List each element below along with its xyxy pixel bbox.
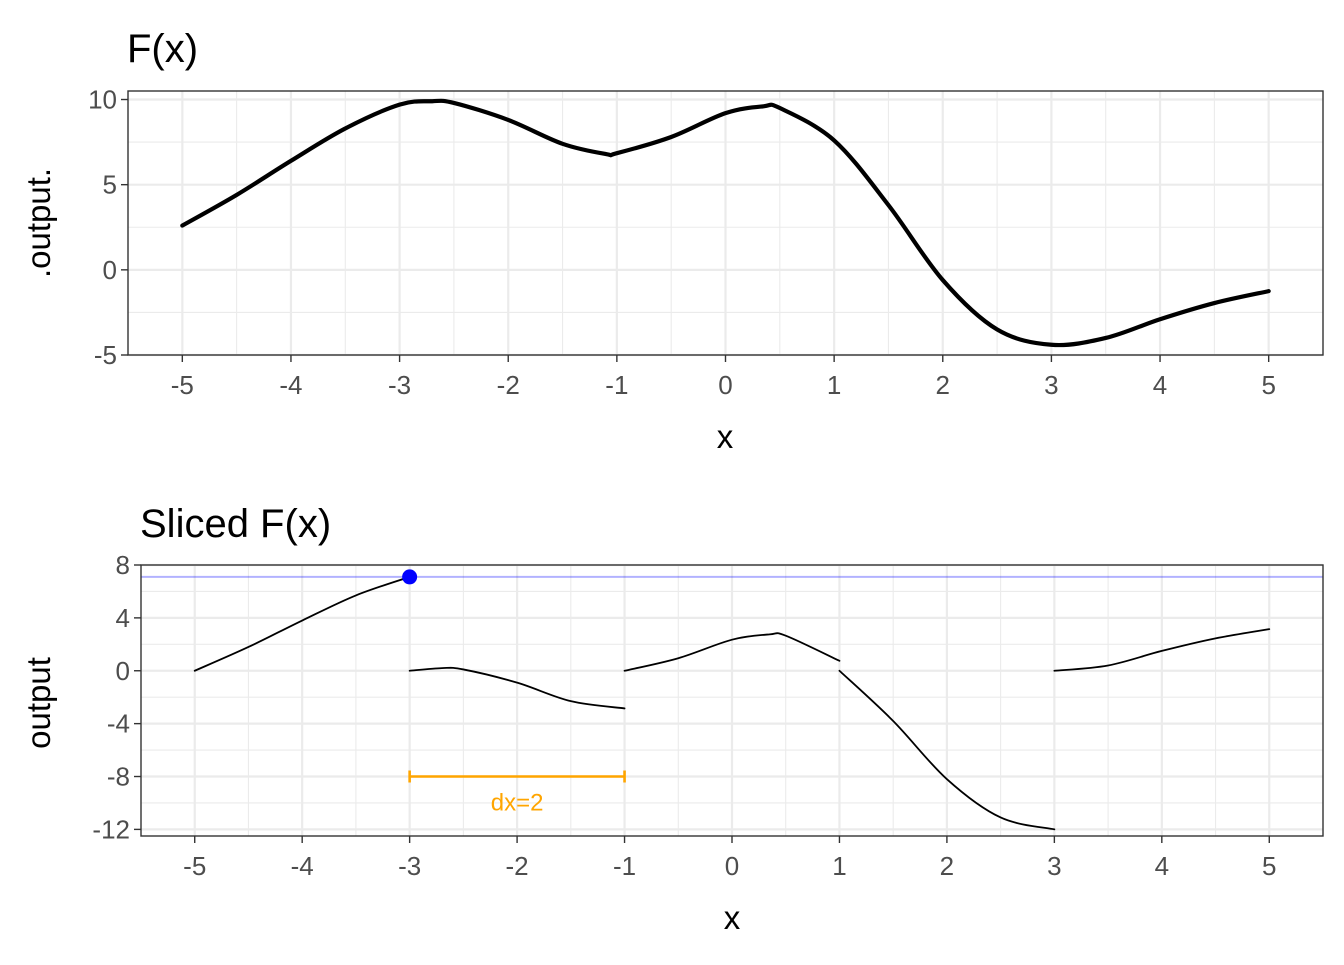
y-tick-label: 10	[88, 85, 117, 115]
grid	[128, 91, 1323, 357]
x-tick-label: -3	[388, 370, 411, 400]
x-tick-label: 5	[1262, 851, 1276, 881]
series-line-4	[838, 669, 1056, 831]
x-tick-label: 0	[725, 851, 739, 881]
x-tick-label: 3	[1047, 851, 1061, 881]
series-line-2	[408, 666, 626, 710]
highlight-point	[402, 569, 418, 585]
chart-panel-sliced-fx: Sliced F(x) dx=2 -5 -4 -3 -2 -1 0 1 2 3 4 5 -12-8-…	[20, 502, 1324, 936]
series-layer	[180, 98, 1271, 348]
x-tick-label: -5	[171, 370, 194, 400]
x-tick-label: -1	[605, 370, 628, 400]
y-axis: -12 -8 -4 0 4 8	[92, 550, 141, 844]
chart-title: F(x)	[127, 27, 198, 71]
y-tick-label: 8	[116, 550, 130, 580]
x-tick-label: 1	[832, 851, 846, 881]
chart-title: Sliced F(x)	[140, 502, 331, 546]
x-tick-label: 4	[1153, 370, 1167, 400]
y-tick-label: -8	[107, 762, 130, 792]
y-tick-label: 0	[116, 656, 130, 686]
x-tick-label: -4	[279, 370, 302, 400]
x-tick-label: -4	[291, 851, 314, 881]
x-axis-title: x	[717, 418, 734, 455]
y-tick-label: -4	[107, 709, 130, 739]
series-line-1	[193, 576, 411, 672]
x-axis: -5 -4 -3 -2 -1 0 1 2 3 4 5	[171, 355, 1276, 400]
dx-annotation-label: dx=2	[491, 790, 544, 817]
x-tick-label: 0	[718, 370, 732, 400]
x-tick-label: -2	[497, 370, 520, 400]
x-tick-label: 2	[936, 370, 950, 400]
y-tick-label: -5	[94, 340, 117, 370]
x-tick-label: -3	[398, 851, 421, 881]
x-axis: -5 -4 -3 -2 -1 0 1 2 3 4 5	[183, 836, 1277, 881]
series-line-1	[180, 98, 1271, 348]
y-tick-label: 5	[103, 170, 117, 200]
series-line-3	[623, 632, 841, 672]
x-tick-label: -1	[613, 851, 636, 881]
series-layer: dx=2	[141, 569, 1323, 831]
y-tick-label: 4	[116, 603, 130, 633]
x-tick-label: -2	[506, 851, 529, 881]
x-tick-label: 1	[827, 370, 841, 400]
y-axis-title: .output.	[20, 168, 57, 278]
x-tick-label: 4	[1155, 851, 1169, 881]
series-line-5	[1053, 628, 1271, 672]
y-axis: -5 0 5 10	[88, 85, 128, 370]
x-axis-title: x	[724, 899, 741, 936]
y-tick-label: -12	[92, 814, 130, 844]
chart-panel-fx: F(x) -5 -4 -3 -2 -1 0 1 2 3 4 5 -5 0 5 10 x .output.	[20, 27, 1324, 455]
grid	[141, 563, 1323, 836]
y-tick-label: 0	[103, 255, 117, 285]
y-axis-title: output	[20, 657, 57, 749]
x-tick-label: 3	[1044, 370, 1058, 400]
x-tick-label: -5	[183, 851, 206, 881]
x-tick-label: 2	[940, 851, 954, 881]
x-tick-label: 5	[1261, 370, 1275, 400]
